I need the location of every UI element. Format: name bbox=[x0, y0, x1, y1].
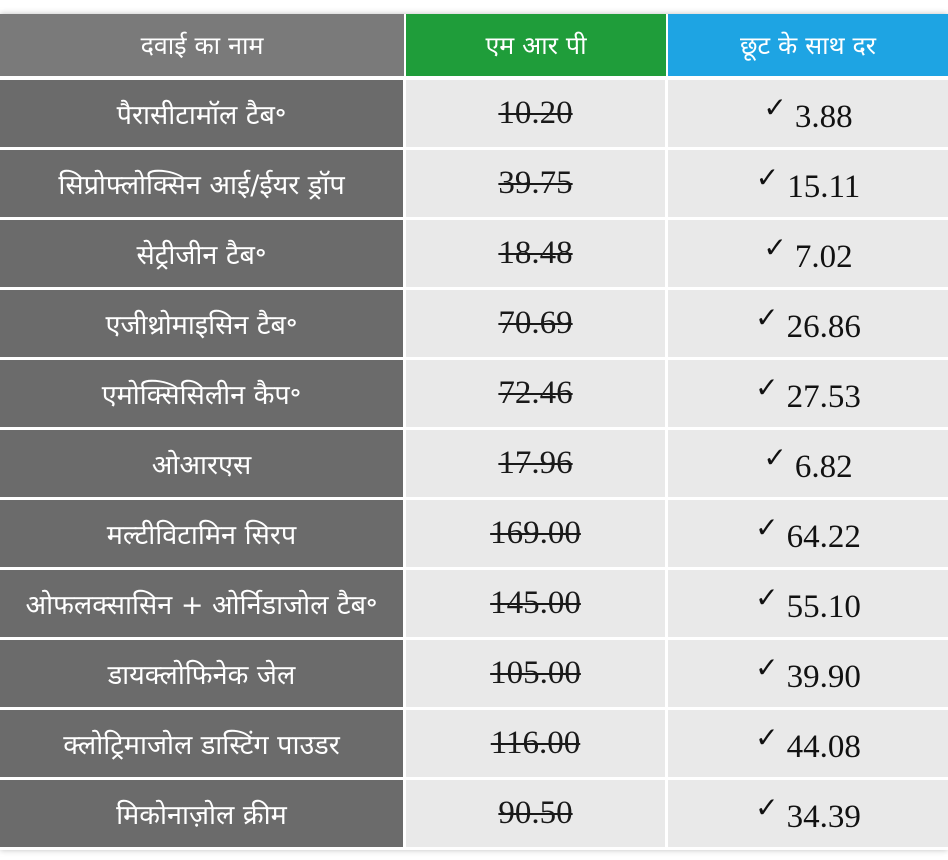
check-mark-icon: ✓ bbox=[755, 721, 779, 754]
header-medicine-name: दवाई का नाम bbox=[0, 14, 406, 80]
table-row: एमोक्सिसिलीन कैप॰ 72.46 ✓ 27.53 bbox=[0, 360, 948, 430]
price-list-card: दवाई का नाम एम आर पी छूट के साथ दर पैरास… bbox=[0, 14, 948, 850]
discount-cell: ✓ 39.90 bbox=[668, 640, 948, 710]
discount-value: 27.53 bbox=[786, 379, 861, 415]
mrp-cell: 17.96 bbox=[406, 430, 668, 500]
discount-value: 44.08 bbox=[786, 729, 861, 765]
discount-value: 55.10 bbox=[786, 589, 861, 625]
mrp-value-struck: 145.00 bbox=[490, 585, 581, 621]
check-mark-icon: ✓ bbox=[755, 791, 779, 824]
table-row: सिप्रोफ्लोक्सिन आई/ईयर ड्रॉप 39.75 ✓ 15.1… bbox=[0, 150, 948, 220]
medicine-name: मल्टीविटामिन सिरप bbox=[0, 500, 406, 570]
table-row: क्लोट्रिमाजोल डास्टिंग पाउडर 116.00 ✓ 44.… bbox=[0, 710, 948, 780]
table-row: ओफलक्सासिन + ओर्निडाजोल टैब॰ 145.00 ✓ 55.… bbox=[0, 570, 948, 640]
table-row: मिकोनाज़ोल क्रीम 90.50 ✓ 34.39 bbox=[0, 780, 948, 850]
mrp-cell: 39.75 bbox=[406, 150, 668, 220]
discount-value: 34.39 bbox=[786, 799, 861, 835]
check-mark-icon: ✓ bbox=[763, 91, 787, 124]
mrp-value-struck: 116.00 bbox=[490, 725, 581, 761]
discount-value: 26.86 bbox=[786, 309, 861, 345]
table-row: मल्टीविटामिन सिरप 169.00 ✓ 64.22 bbox=[0, 500, 948, 570]
discount-value: 6.82 bbox=[794, 449, 853, 485]
discount-cell: ✓ 26.86 bbox=[668, 290, 948, 360]
discount-cell: ✓ 15.11 bbox=[668, 150, 948, 220]
table-row: एजीथ्रोमाइसिन टैब॰ 70.69 ✓ 26.86 bbox=[0, 290, 948, 360]
medicine-name: डायक्लोफिनेक जेल bbox=[0, 640, 406, 710]
discount-value: 15.11 bbox=[787, 169, 861, 205]
mrp-value-struck: 169.00 bbox=[490, 515, 581, 551]
discount-cell: ✓ 64.22 bbox=[668, 500, 948, 570]
discount-cell: ✓ 44.08 bbox=[668, 710, 948, 780]
mrp-cell: 90.50 bbox=[406, 780, 668, 850]
medicine-name: क्लोट्रिमाजोल डास्टिंग पाउडर bbox=[0, 710, 406, 780]
header-mrp: एम आर पी bbox=[406, 14, 668, 80]
discount-cell: ✓ 7.02 bbox=[668, 220, 948, 290]
table-row: सेट्रीजीन टैब॰ 18.48 ✓ 7.02 bbox=[0, 220, 948, 290]
mrp-cell: 70.69 bbox=[406, 290, 668, 360]
discount-cell: ✓ 27.53 bbox=[668, 360, 948, 430]
medicine-price-table: दवाई का नाम एम आर पी छूट के साथ दर पैरास… bbox=[0, 14, 948, 850]
check-mark-icon: ✓ bbox=[755, 301, 779, 334]
discount-value: 7.02 bbox=[794, 239, 853, 275]
discount-value: 3.88 bbox=[794, 99, 853, 135]
mrp-cell: 116.00 bbox=[406, 710, 668, 780]
medicine-name: एजीथ्रोमाइसिन टैब॰ bbox=[0, 290, 406, 360]
check-mark-icon: ✓ bbox=[763, 441, 787, 474]
mrp-cell: 145.00 bbox=[406, 570, 668, 640]
discount-cell: ✓ 3.88 bbox=[668, 80, 948, 150]
medicine-name: मिकोनाज़ोल क्रीम bbox=[0, 780, 406, 850]
table-header-row: दवाई का नाम एम आर पी छूट के साथ दर bbox=[0, 14, 948, 80]
medicine-name: ओफलक्सासिन + ओर्निडाजोल टैब॰ bbox=[0, 570, 406, 640]
mrp-value-struck: 39.75 bbox=[498, 165, 573, 201]
discount-cell: ✓ 6.82 bbox=[668, 430, 948, 500]
mrp-cell: 10.20 bbox=[406, 80, 668, 150]
check-mark-icon: ✓ bbox=[763, 231, 787, 264]
medicine-name: सिप्रोफ्लोक्सिन आई/ईयर ड्रॉप bbox=[0, 150, 406, 220]
check-mark-icon: ✓ bbox=[755, 651, 779, 684]
check-mark-icon: ✓ bbox=[755, 511, 779, 544]
table-row: पैरासीटामॉल टैब॰ 10.20 ✓ 3.88 bbox=[0, 80, 948, 150]
mrp-value-struck: 10.20 bbox=[498, 95, 573, 131]
table-row: डायक्लोफिनेक जेल 105.00 ✓ 39.90 bbox=[0, 640, 948, 710]
medicine-name: सेट्रीजीन टैब॰ bbox=[0, 220, 406, 290]
table-row: ओआरएस 17.96 ✓ 6.82 bbox=[0, 430, 948, 500]
mrp-value-struck: 70.69 bbox=[498, 305, 573, 341]
mrp-value-struck: 105.00 bbox=[490, 655, 581, 691]
header-discounted-price: छूट के साथ दर bbox=[668, 14, 948, 80]
discount-cell: ✓ 55.10 bbox=[668, 570, 948, 640]
mrp-cell: 169.00 bbox=[406, 500, 668, 570]
mrp-cell: 72.46 bbox=[406, 360, 668, 430]
mrp-cell: 18.48 bbox=[406, 220, 668, 290]
check-mark-icon: ✓ bbox=[755, 371, 779, 404]
discount-value: 39.90 bbox=[786, 659, 861, 695]
discount-value: 64.22 bbox=[786, 519, 861, 555]
discount-cell: ✓ 34.39 bbox=[668, 780, 948, 850]
medicine-name: पैरासीटामॉल टैब॰ bbox=[0, 80, 406, 150]
mrp-value-struck: 17.96 bbox=[498, 445, 573, 481]
mrp-value-struck: 72.46 bbox=[498, 375, 573, 411]
medicine-name: ओआरएस bbox=[0, 430, 406, 500]
check-mark-icon: ✓ bbox=[755, 581, 779, 614]
mrp-cell: 105.00 bbox=[406, 640, 668, 710]
mrp-value-struck: 90.50 bbox=[498, 795, 573, 831]
check-mark-icon: ✓ bbox=[755, 161, 780, 194]
mrp-value-struck: 18.48 bbox=[498, 235, 573, 271]
medicine-name: एमोक्सिसिलीन कैप॰ bbox=[0, 360, 406, 430]
